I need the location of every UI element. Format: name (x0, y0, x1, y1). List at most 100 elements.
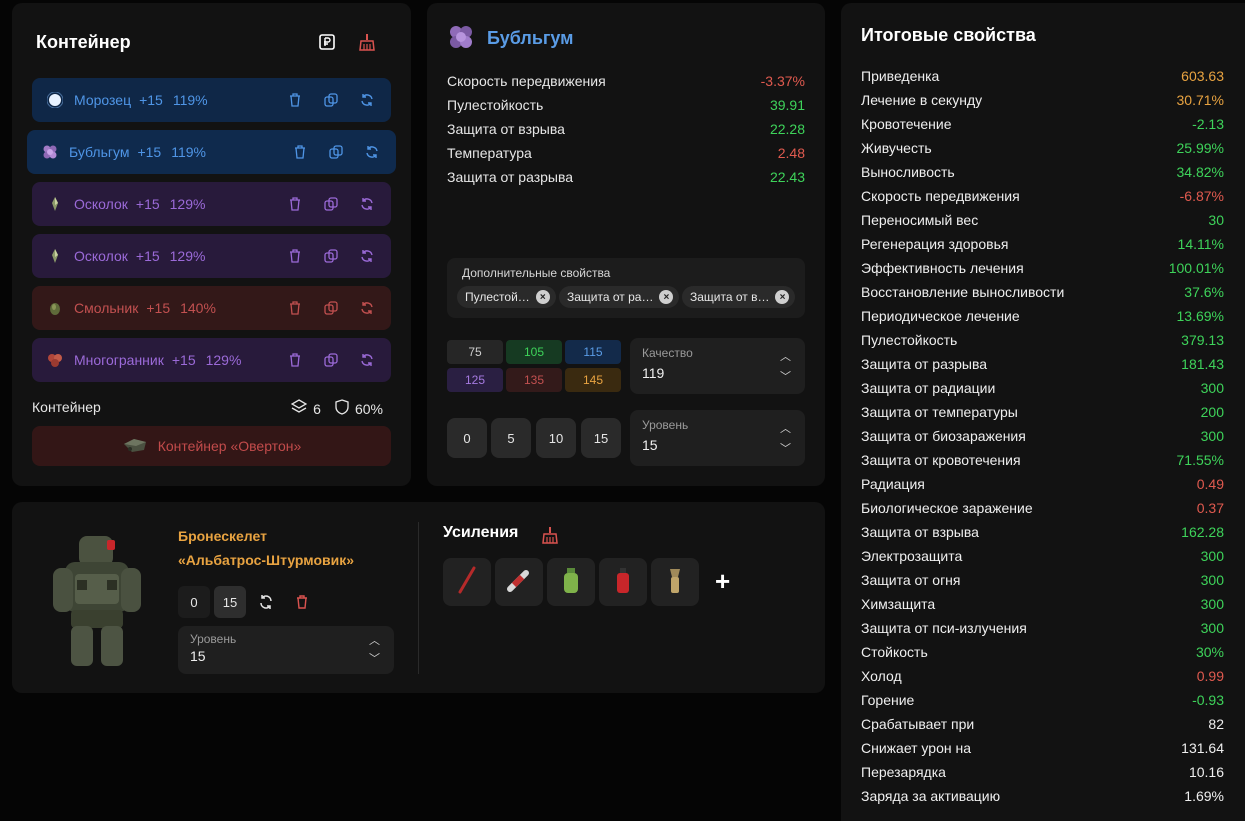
container-slot-1[interactable]: Морозец +15 119% (32, 78, 391, 122)
broom-icon[interactable] (356, 31, 378, 53)
container-slot-6[interactable]: Многогранник +15 129% (32, 338, 391, 382)
quality-preset[interactable]: 115 (565, 340, 621, 364)
quality-preset[interactable]: 105 (506, 340, 562, 364)
shield-icon (335, 399, 349, 418)
level-preset-button[interactable]: 10 (536, 418, 576, 458)
container-slot-3[interactable]: Осколок +15 129% (32, 182, 391, 226)
slot-plus: +15 (171, 352, 196, 368)
trash-icon[interactable] (287, 300, 303, 316)
armor-level-select[interactable]: Уровень 15 ︿ ﹀ (178, 626, 394, 674)
boost-slot-1[interactable] (443, 558, 491, 606)
totals-row: Защита от радиации 300 (861, 376, 1224, 400)
stat-value: 2.48 (777, 145, 805, 161)
totals-value: 25.99% (1176, 140, 1224, 156)
refresh-icon[interactable] (359, 248, 375, 264)
container-panel: Контейнер Морозец +15 119% Бубльгум +15 … (12, 3, 411, 486)
totals-label: Выносливость (861, 164, 955, 180)
totals-row: Периодическое лечение 13.69% (861, 304, 1224, 328)
chip-label: Защита от ра… (567, 290, 654, 304)
quality-select[interactable]: Качество 119 ︿ ﹀ (630, 338, 805, 394)
artifact-panel: Бубльгум Скорость передвижения -3.37% Пул… (427, 3, 825, 486)
shard-artifact-icon (46, 195, 64, 213)
level-preset-button[interactable]: 0 (447, 418, 487, 458)
totals-row: Скорость передвижения -6.87% (861, 184, 1224, 208)
trash-icon[interactable] (286, 586, 318, 618)
boost-slot-2[interactable] (495, 558, 543, 606)
totals-label: Химзащита (861, 596, 936, 612)
refresh-icon[interactable] (359, 92, 375, 108)
ruble-icon[interactable] (316, 31, 338, 53)
broom-icon[interactable] (539, 524, 561, 546)
totals-label: Срабатывает при (861, 716, 975, 732)
totals-row: Восстановление выносливости 37.6% (861, 280, 1224, 304)
property-chip[interactable]: Защита от в… × (682, 286, 796, 308)
totals-value: 0.99 (1196, 668, 1224, 684)
copy-icon[interactable] (323, 92, 339, 108)
close-icon[interactable]: × (535, 290, 550, 304)
totals-label: Лечение в секунду (861, 92, 983, 108)
totals-value: 10.16 (1188, 764, 1224, 780)
refresh-icon[interactable] (359, 352, 375, 368)
chevron-up-icon[interactable]: ︿ (780, 423, 791, 435)
add-boost-button[interactable]: + (715, 566, 731, 596)
container-overton-button[interactable]: Контейнер «Овертон» (32, 426, 391, 466)
totals-row: Живучесть 25.99% (861, 136, 1224, 160)
refresh-icon[interactable] (250, 586, 282, 618)
artifact-stat-row: Температура 2.48 (447, 141, 805, 165)
trash-icon[interactable] (287, 92, 303, 108)
container-slot-4[interactable]: Осколок +15 129% (32, 234, 391, 278)
chevron-down-icon[interactable]: ﹀ (369, 653, 380, 665)
boost-slot-5[interactable] (651, 558, 699, 606)
cartridge-boost-icon (660, 565, 690, 600)
totals-label: Защита от биозаражения (861, 428, 1026, 444)
copy-icon[interactable] (323, 248, 339, 264)
copy-icon[interactable] (328, 144, 344, 160)
totals-label: Защита от пси-излучения (861, 620, 1027, 636)
container-title: Контейнер (36, 32, 131, 52)
chevron-down-icon[interactable]: ﹀ (780, 443, 791, 455)
armor-level-15-button[interactable]: 15 (214, 586, 246, 618)
chevron-up-icon[interactable]: ︿ (780, 351, 791, 363)
quality-preset[interactable]: 145 (565, 368, 621, 392)
refresh-icon[interactable] (359, 196, 375, 212)
copy-icon[interactable] (323, 300, 339, 316)
refresh-icon[interactable] (359, 300, 375, 316)
totals-value: 14.11% (1177, 236, 1224, 252)
property-chip[interactable]: Пулестой… × (457, 286, 556, 308)
close-icon[interactable]: × (659, 290, 674, 304)
totals-label: Биологическое заражение (861, 500, 1033, 516)
chevron-down-icon[interactable]: ﹀ (780, 371, 791, 383)
totals-value: 82 (1208, 716, 1224, 732)
close-icon[interactable]: × (775, 290, 790, 304)
container-slot-2[interactable]: Бубльгум +15 119% (27, 130, 396, 174)
quality-preset[interactable]: 75 (447, 340, 503, 364)
totals-row: Заряда за активацию 1.69% (861, 784, 1224, 808)
trash-icon[interactable] (287, 248, 303, 264)
totals-value: 379.13 (1181, 332, 1224, 348)
level-preset-button[interactable]: 5 (491, 418, 531, 458)
level-preset-button[interactable]: 15 (581, 418, 621, 458)
quality-preset[interactable]: 135 (506, 368, 562, 392)
quality-preset[interactable]: 125 (447, 368, 503, 392)
slot-name: Многогранник (74, 352, 164, 368)
chip-label: Защита от в… (690, 290, 770, 304)
chevron-up-icon[interactable]: ︿ (369, 635, 380, 647)
totals-label: Горение (861, 692, 915, 708)
property-chip[interactable]: Защита от ра… × (559, 286, 680, 308)
container-slot-5[interactable]: Смольник +15 140% (32, 286, 391, 330)
trash-icon[interactable] (292, 144, 308, 160)
copy-icon[interactable] (323, 352, 339, 368)
boost-slot-4[interactable] (599, 558, 647, 606)
armor-level-0-button[interactable]: 0 (178, 586, 210, 618)
totals-value: 30.71% (1176, 92, 1224, 108)
refresh-icon[interactable] (364, 144, 380, 160)
boost-slot-3[interactable] (547, 558, 595, 606)
totals-label: Радиация (861, 476, 925, 492)
level-select[interactable]: Уровень 15 ︿ ﹀ (630, 410, 805, 466)
trash-icon[interactable] (287, 196, 303, 212)
totals-value: 0.49 (1196, 476, 1224, 492)
trash-icon[interactable] (287, 352, 303, 368)
level-label: Уровень (642, 418, 689, 432)
slot-percent: 129% (169, 196, 206, 212)
copy-icon[interactable] (323, 196, 339, 212)
